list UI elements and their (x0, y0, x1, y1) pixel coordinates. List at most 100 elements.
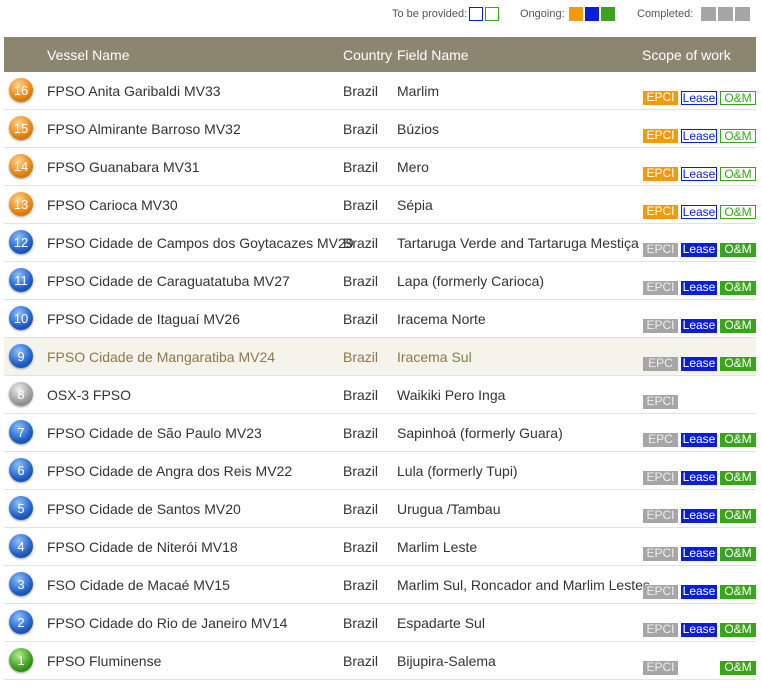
scope-badge: Lease (681, 166, 717, 181)
row-number: 1 (17, 652, 25, 668)
scope-badge: Lease (681, 583, 717, 599)
vessel-name: FPSO Carioca MV30 (47, 196, 178, 213)
country: Brazil (343, 120, 379, 137)
country: Brazil (343, 272, 379, 289)
row-number-icon: 8 (9, 382, 33, 406)
vessel-name: FPSO Cidade de São Paulo MV23 (47, 424, 262, 441)
row-number: 14 (13, 158, 29, 174)
scope-badge: EPCI (643, 508, 678, 523)
row-number-icon: 9 (9, 344, 33, 368)
row-number: 4 (17, 538, 25, 554)
scope-badge: O&M (720, 660, 756, 675)
scope-badge: EPC (643, 356, 678, 371)
country: Brazil (343, 234, 379, 251)
row-number-icon: 6 (9, 458, 33, 482)
table-row: 14 FPSO Guanabara MV31 Brazil Mero EPCI Lease… (4, 148, 756, 186)
table-row: 9 FPSO Cidade de Mangaratiba MV24 Brazil Ir… (4, 338, 756, 376)
vessel-name: FPSO Cidade de Campos dos Goytacazes MV2… (47, 234, 354, 251)
scope-badge: EPCI (643, 470, 678, 485)
scope-badge: EPC (643, 432, 678, 447)
row-number: 16 (13, 82, 29, 98)
row-number-icon: 13 (9, 192, 33, 216)
scope-badge: O&M (720, 318, 756, 333)
country: Brazil (343, 424, 379, 441)
row-number: 3 (17, 576, 25, 592)
scope-badge: EPCI (643, 546, 678, 561)
scope-badge: O&M (720, 128, 756, 143)
country: Brazil (343, 158, 379, 175)
scope-badge: Lease (681, 204, 717, 219)
row-number-icon: 12 (9, 230, 33, 254)
swatch (584, 7, 599, 21)
scope-badge: O&M (720, 470, 756, 485)
scope-badge: Lease (681, 317, 717, 333)
field-name: Espadarte Sul (397, 614, 485, 631)
row-number-icon: 10 (9, 306, 33, 330)
country: Brazil (343, 462, 379, 479)
country: Brazil (343, 196, 379, 213)
row-number-icon: 1 (9, 648, 33, 672)
scope-badge: EPCI (643, 128, 678, 143)
table-row: 4 FPSO Cidade de Niterói MV18 Brazil Marlim… (4, 528, 756, 566)
scope-badge: EPCI (643, 584, 678, 599)
row-number-icon: 4 (9, 534, 33, 558)
swatch (735, 7, 751, 21)
scope-badge: O&M (720, 508, 756, 523)
scope-badge: Lease (681, 90, 717, 105)
vessel-name: FSO Cidade de Macaé MV15 (47, 576, 230, 593)
field-name: Iracema Sul (397, 348, 472, 365)
table-row: 1 FPSO Fluminense Brazil Bijupira-Salema EPC… (4, 642, 756, 680)
row-number: 8 (17, 386, 25, 402)
scope-badge: O&M (720, 356, 756, 371)
legend-ongoing: Ongoing: (520, 7, 615, 21)
header-cell: Vessel Name (47, 46, 130, 63)
vessel-name: FPSO Cidade do Rio de Janeiro MV14 (47, 614, 288, 631)
table-row: 8 OSX-3 FPSO Brazil Waikiki Pero Inga EPCI (4, 376, 756, 414)
row-number: 10 (13, 310, 29, 326)
scope-badge: EPCI (643, 318, 678, 333)
legend-label: To be provided: (392, 8, 468, 20)
vessel-name: FPSO Almirante Barroso MV32 (47, 120, 241, 137)
header-cell: Country (343, 46, 393, 63)
country: Brazil (343, 386, 379, 403)
table-row: 2 FPSO Cidade do Rio de Janeiro MV14 Brazi… (4, 604, 756, 642)
field-name: Tartaruga Verde and Tartaruga Mestiça (397, 234, 639, 251)
scope-badge: Lease (681, 621, 717, 637)
field-name: Waikiki Pero Inga (397, 386, 506, 403)
scope-badge: EPCI (643, 204, 678, 219)
scope-badge: EPCI (643, 242, 678, 257)
row-number: 6 (17, 462, 25, 478)
table-row: 10 FPSO Cidade de Itaguaí MV26 Brazil Irace… (4, 300, 756, 338)
table-row: 7 FPSO Cidade de São Paulo MV23 Brazil Sapi… (4, 414, 756, 452)
swatch (485, 7, 500, 21)
field-name: Lapa (formerly Carioca) (397, 272, 545, 289)
scope-badge: Lease (681, 507, 717, 523)
table-row: 15 FPSO Almirante Barroso MV32 Brazil Búzio… (4, 110, 756, 148)
scope-badge: Lease (681, 355, 717, 371)
row-number-icon: 7 (9, 420, 33, 444)
country: Brazil (343, 538, 379, 555)
scope-badge: EPCI (643, 280, 678, 295)
country: Brazil (343, 310, 379, 327)
scope-badge: O&M (720, 166, 756, 181)
scope-badge: Lease (681, 469, 717, 485)
row-number: 11 (14, 272, 28, 288)
table-row: 3 FSO Cidade de Macaé MV15 Brazil Marlim Su… (4, 566, 756, 604)
row-number: 7 (17, 424, 25, 440)
field-name: Bijupira-Salema (397, 652, 496, 669)
country: Brazil (343, 82, 379, 99)
legend-to-be-provided: To be provided: (392, 7, 500, 21)
country: Brazil (343, 500, 379, 517)
row-number-icon: 2 (9, 610, 33, 634)
scope-badge: O&M (720, 622, 756, 637)
vessel-name: FPSO Cidade de Mangaratiba MV24 (47, 348, 276, 365)
table-row: 16 FPSO Anita Garibaldi MV33 Brazil Marlim E… (4, 72, 756, 110)
row-number-icon: 15 (9, 116, 33, 140)
field-name: Marlim Leste (397, 538, 478, 555)
header-cell: Field Name (397, 46, 469, 63)
field-name: Urugua /Tambau (397, 500, 501, 517)
field-name: Iracema Norte (397, 310, 486, 327)
country: Brazil (343, 652, 379, 669)
row-number: 5 (17, 500, 25, 516)
scope-badge: Lease (681, 241, 717, 257)
